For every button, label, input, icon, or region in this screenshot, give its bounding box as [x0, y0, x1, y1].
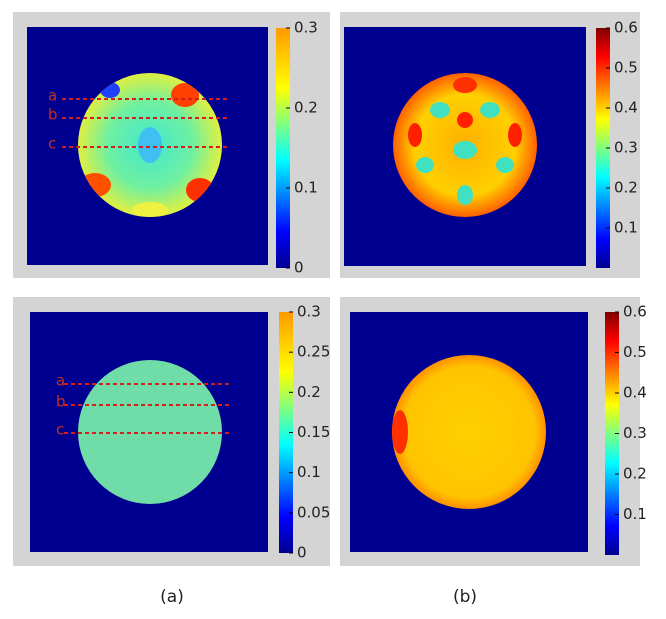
profile-line-label: c — [48, 135, 56, 153]
colorbar-tick-label: 0.2 — [614, 179, 638, 197]
colorbar-tick-label: 0.2 — [294, 99, 318, 117]
colorbar-tick-label: 0.6 — [623, 303, 647, 321]
colorbar-tick-label: 0 — [294, 259, 304, 277]
colorbar-tick-label: 0.3 — [297, 303, 321, 321]
colorbar-tick-label: 0.2 — [297, 383, 321, 401]
colorbar-tick-label: 0.3 — [294, 19, 318, 37]
colorbar — [276, 28, 290, 268]
colorbar-tick-label: 0.2 — [623, 465, 647, 483]
colorbar-tick-label: 0.25 — [297, 343, 330, 361]
colorbar-tick-label: 0.1 — [297, 463, 321, 481]
panel-decor — [13, 12, 640, 566]
colorbar — [605, 312, 619, 555]
colorbar-tick-label: 0.4 — [614, 99, 638, 117]
caption: (b) — [453, 587, 477, 607]
colorbar-tick-label: 0.6 — [614, 19, 638, 37]
colorbar-tick-label: 0.5 — [614, 59, 638, 77]
colorbar-tick-label: 0.1 — [614, 219, 638, 237]
profile-line-label: c — [56, 421, 64, 439]
colorbar-tick-label: 0.15 — [297, 423, 330, 441]
colorbar-tick-label: 0.1 — [294, 179, 318, 197]
profile-line-label: a — [56, 372, 65, 390]
profile-line-label: b — [48, 106, 58, 124]
colorbar-tick-label: 0 — [297, 544, 307, 562]
colorbar-tick-label: 0.5 — [623, 343, 647, 361]
colorbar-tick-label: 0.4 — [623, 384, 647, 402]
profile-line-label: b — [56, 393, 66, 411]
colorbar — [279, 312, 293, 553]
colorbar-tick-label: 0.1 — [623, 505, 647, 523]
colorbar — [596, 28, 610, 268]
caption: (a) — [160, 587, 184, 607]
colorbar-tick-label: 0.05 — [297, 503, 330, 521]
colorbar-tick-label: 0.3 — [614, 139, 638, 157]
colorbar-tick-label: 0.3 — [623, 424, 647, 442]
profile-line-label: a — [48, 87, 57, 105]
